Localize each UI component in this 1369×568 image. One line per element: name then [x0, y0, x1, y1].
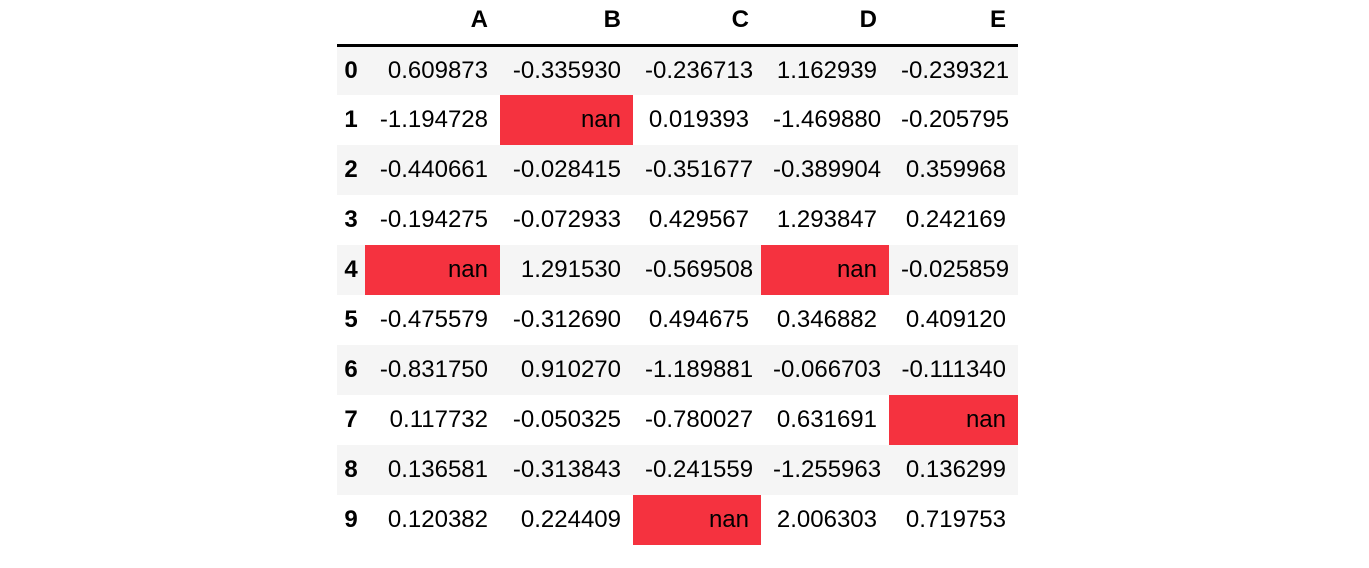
row-index-label: 4 [344, 256, 358, 283]
cell-b7: -0.050325 [512, 406, 621, 433]
index-corner-cell [337, 0, 365, 47]
table-row: 0 0.609873 -0.335930 -0.236713 1.162939 -0.23… [337, 45, 1018, 95]
cell-e3: 0.242169 [905, 206, 1006, 233]
cell-d4: nan [761, 245, 889, 295]
cell-a3: -0.194275 [379, 206, 488, 233]
column-header-a: A [365, 0, 500, 47]
table-body: 0 0.609873 -0.335930 -0.236713 1.162939 -0.23… [337, 45, 1018, 545]
column-header-b: B [500, 0, 633, 47]
cell-a7: 0.117732 [389, 406, 488, 433]
row-index-label: 7 [344, 406, 358, 433]
table-row: 8 0.136581 -0.313843 -0.241559 -1.255963 0.13… [337, 445, 1018, 495]
table-row: 1 -1.194728 nan 0.019393 -1.469880 -0.205795 [337, 95, 1018, 145]
cell-e7: nan [889, 395, 1018, 445]
cell-b9: 0.224409 [520, 506, 621, 533]
cell-c6: -1.189881 [645, 356, 754, 383]
cell-c8: -0.241559 [645, 456, 754, 483]
cell-a5: -0.475579 [379, 306, 488, 333]
column-header-d: D [761, 0, 889, 47]
cell-c2: -0.351677 [645, 156, 754, 183]
cell-e1: -0.205795 [901, 106, 1010, 133]
cell-b8: -0.313843 [512, 456, 621, 483]
cell-d1: -1.469880 [773, 106, 882, 133]
row-index-label: 1 [344, 106, 358, 133]
cell-c5: 0.494675 [648, 306, 749, 333]
cell-a8: 0.136581 [387, 456, 488, 483]
cell-d8: -1.255963 [773, 456, 882, 483]
row-index-label: 6 [344, 356, 358, 383]
cell-b2: -0.028415 [512, 156, 621, 183]
cell-a2: -0.440661 [379, 156, 488, 183]
table-row: 6 -0.831750 0.910270 -1.189881 -0.066703 -0.1… [337, 345, 1018, 395]
cell-d2: -0.389904 [773, 156, 882, 183]
cell-c0: -0.236713 [645, 56, 754, 84]
table-row: 2 -0.440661 -0.028415 -0.351677 -0.389904 0.3… [337, 145, 1018, 195]
cell-b3: -0.072933 [512, 206, 621, 233]
row-index-label: 9 [344, 506, 358, 533]
table-row: 7 0.117732 -0.050325 -0.780027 0.631691 nan [337, 395, 1018, 445]
table-row: 3 -0.194275 -0.072933 0.429567 1.293847 0.242… [337, 195, 1018, 245]
cell-d7: 0.631691 [776, 406, 877, 433]
cell-b5: -0.312690 [512, 306, 621, 333]
cell-b6: 0.910270 [520, 356, 621, 383]
row-index-label: 2 [344, 156, 358, 183]
cell-c7: -0.780027 [645, 406, 754, 433]
cell-e0: -0.239321 [901, 56, 1010, 84]
row-index-label: 8 [344, 456, 358, 483]
cell-e2: 0.359968 [905, 156, 1006, 183]
cell-d3: 1.293847 [776, 206, 877, 233]
column-header-e: E [889, 0, 1018, 47]
cell-a9: 0.120382 [387, 506, 488, 533]
cell-a4: nan [365, 245, 500, 295]
cell-a6: -0.831750 [379, 356, 488, 383]
table-row: 4 nan 1.291530 -0.569508 nan -0.025859 [337, 245, 1018, 295]
cell-e5: 0.409120 [905, 306, 1006, 333]
cell-e6: -0.111340 [901, 356, 1006, 383]
cell-d0: 1.162939 [776, 56, 877, 84]
cell-b0: -0.335930 [512, 56, 621, 84]
row-index-label: 3 [344, 206, 358, 233]
table-row: 5 -0.475579 -0.312690 0.494675 0.346882 0.409… [337, 295, 1018, 345]
cell-d6: -0.066703 [773, 356, 882, 383]
cell-c3: 0.429567 [648, 206, 749, 233]
column-header-c: C [633, 0, 761, 47]
cell-e9: 0.719753 [905, 506, 1006, 533]
cell-a1: -1.194728 [379, 106, 488, 133]
cell-e4: -0.025859 [901, 256, 1010, 283]
cell-d5: 0.346882 [776, 306, 877, 333]
row-index-label: 0 [344, 56, 358, 84]
table-row: 9 0.120382 0.224409 nan 2.006303 0.719753 [337, 495, 1018, 545]
cell-c9: nan [633, 495, 761, 545]
row-index-label: 5 [344, 306, 358, 333]
cell-c4: -0.569508 [645, 256, 754, 283]
cell-d9: 2.006303 [776, 506, 877, 533]
cell-a0: 0.609873 [387, 56, 488, 84]
cell-b1: nan [500, 95, 633, 145]
cell-b4: 1.291530 [520, 256, 621, 283]
cell-c1: 0.019393 [648, 106, 749, 133]
cell-e8: 0.136299 [905, 456, 1006, 483]
